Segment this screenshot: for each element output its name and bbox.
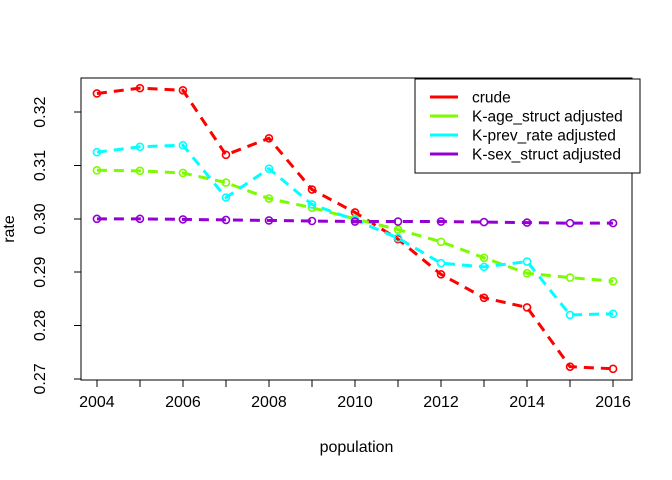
data-point-marker (135, 166, 145, 176)
data-point-marker (522, 303, 532, 312)
data-point-marker (436, 258, 446, 268)
x-tick-label: 2014 (509, 394, 545, 411)
x-axis-title: population (320, 439, 394, 456)
data-point-marker (92, 166, 102, 175)
data-point-marker (264, 164, 274, 174)
data-point-marker (178, 215, 188, 224)
data-point-marker (393, 233, 403, 243)
data-point-marker (307, 185, 317, 194)
x-axis-ticks (96, 380, 614, 387)
data-point-marker (264, 133, 274, 143)
x-axis-tick-labels: 2004 2006 2008 2010 2012 2014 2016 (79, 394, 631, 411)
data-point-marker (264, 194, 274, 203)
data-point-marker (608, 309, 618, 319)
data-point-marker (479, 293, 489, 303)
data-point-marker (479, 253, 489, 263)
y-axis-tick-labels: 0.27 0.28 0.29 0.30 0.31 0.32 (32, 96, 49, 394)
y-tick-label: 0.28 (32, 310, 49, 341)
series-k-prev-rate-adjusted (92, 140, 618, 320)
x-tick-label: 2016 (595, 394, 631, 411)
data-point-marker (221, 150, 231, 160)
legend-entry-label: crude (472, 90, 511, 107)
data-point-marker (307, 216, 317, 226)
data-point-marker (221, 215, 231, 225)
x-tick-label: 2012 (423, 394, 459, 411)
y-tick-label: 0.29 (32, 257, 49, 288)
data-point-marker (479, 217, 489, 227)
data-point-marker (135, 142, 145, 152)
x-tick-label: 2008 (251, 394, 287, 411)
data-point-marker (393, 225, 403, 234)
y-tick-label: 0.27 (32, 363, 49, 394)
legend: crude K-age_struct adjusted K-prev_rate ad… (414, 78, 641, 174)
data-point-marker (522, 268, 532, 278)
series-line (96, 217, 614, 225)
data-point-marker (565, 310, 575, 320)
data-point-marker (135, 214, 145, 224)
data-point-marker (479, 262, 489, 272)
data-point-marker (178, 168, 188, 178)
legend-entry-label: K-prev_rate adjusted (472, 128, 616, 145)
legend-entry-label: K-age_struct adjusted (472, 109, 623, 126)
x-tick-label: 2010 (337, 394, 373, 411)
data-point-marker (436, 237, 446, 247)
data-point-marker (436, 270, 446, 279)
data-point-marker (522, 218, 532, 227)
data-point-marker (92, 89, 102, 98)
series-line (96, 86, 614, 371)
y-tick-label: 0.30 (32, 203, 49, 234)
x-tick-label: 2006 (165, 394, 201, 411)
plot-box (80, 77, 633, 381)
data-point-marker (522, 257, 532, 266)
y-axis-title: rate (1, 215, 18, 243)
data-point-marker (436, 217, 446, 226)
data-point-marker (565, 362, 575, 371)
axis-titles: population rate (1, 215, 393, 456)
data-point-marker (565, 218, 575, 228)
data-point-marker (393, 217, 403, 226)
data-point-marker (221, 178, 231, 187)
data-point-marker (135, 83, 145, 93)
data-point-marker (264, 216, 274, 225)
data-point-marker (92, 214, 102, 224)
y-tick-label: 0.31 (32, 150, 49, 181)
x-tick-label: 2004 (79, 394, 115, 411)
series-k-sex-struct-adjusted (92, 214, 618, 228)
data-point-marker (608, 364, 618, 374)
plot-border (80, 77, 633, 381)
data-series (92, 83, 618, 374)
legend-entry-label: K-sex_struct adjusted (472, 147, 621, 164)
data-point-marker (608, 276, 618, 286)
data-point-marker (178, 85, 188, 95)
y-axis-ticks (74, 111, 81, 380)
data-point-marker (565, 273, 575, 282)
data-point-marker (307, 200, 317, 209)
data-point-marker (221, 193, 231, 202)
data-point-marker (92, 147, 102, 157)
data-point-marker (178, 140, 188, 150)
data-point-marker (350, 217, 360, 226)
y-tick-label: 0.32 (32, 96, 49, 127)
data-point-marker (608, 218, 618, 228)
series-line (96, 143, 614, 317)
legend-box (414, 78, 641, 174)
